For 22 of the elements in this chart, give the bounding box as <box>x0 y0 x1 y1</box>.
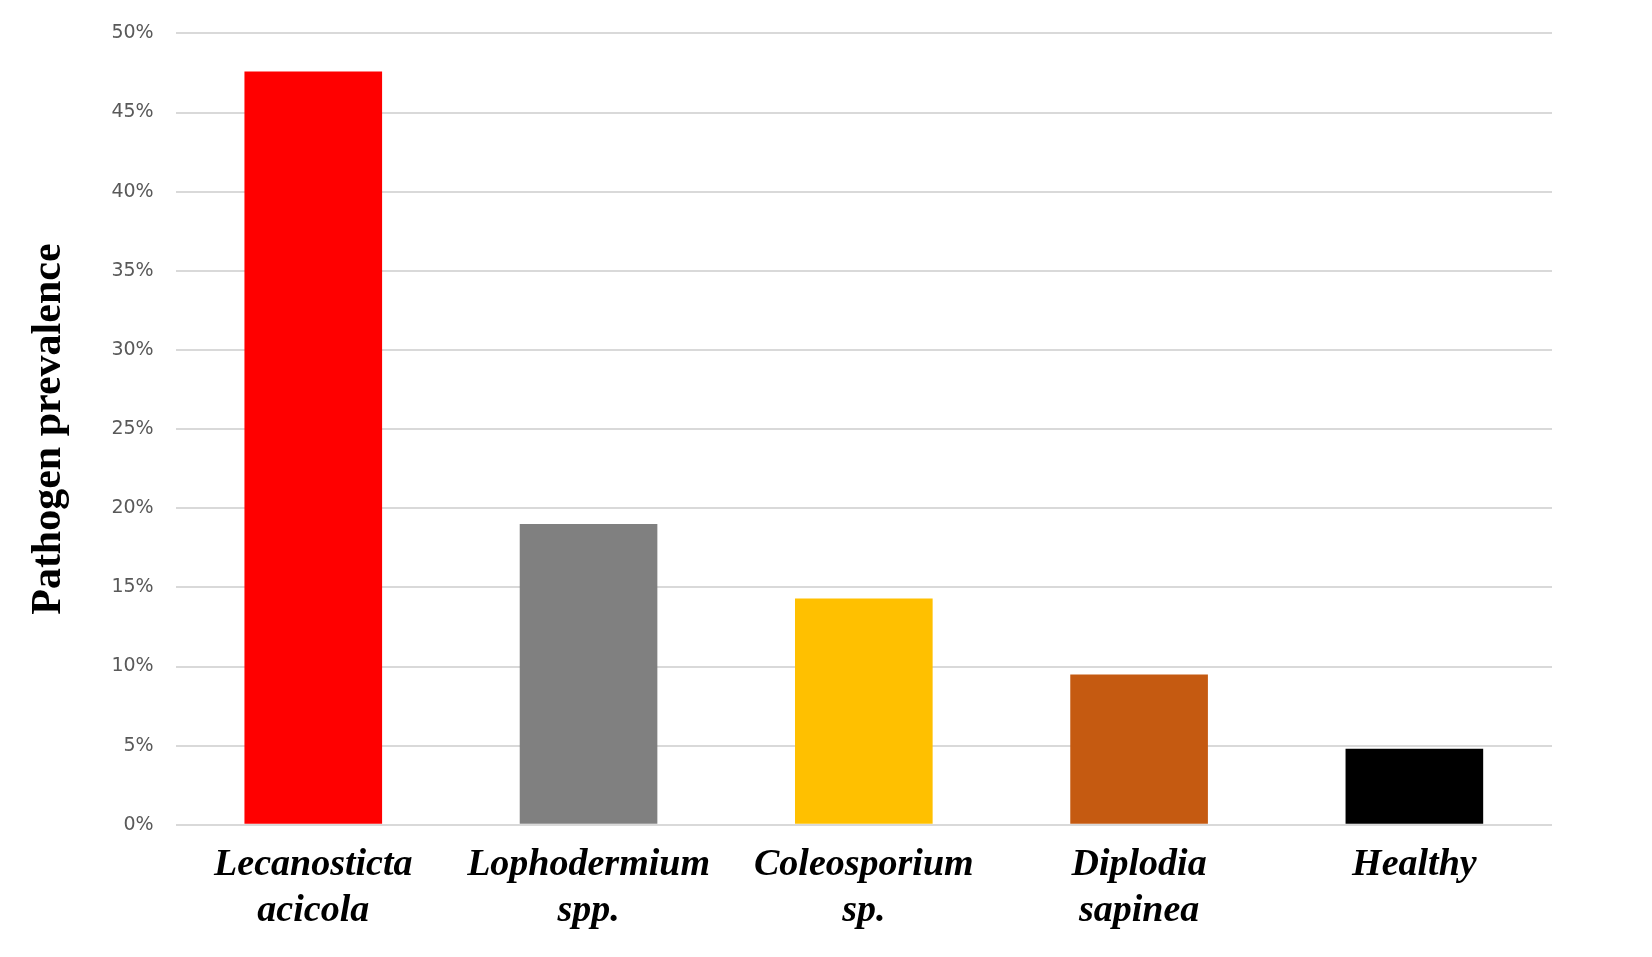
x-tick-label: Healthy <box>1351 841 1477 884</box>
y-tick-label: 40% <box>111 178 154 201</box>
y-tick-label: 45% <box>111 99 154 122</box>
x-tick-label: Diplodia sapinea <box>1070 841 1207 930</box>
y-tick-label: 15% <box>111 574 154 597</box>
x-tick-label: Lecanosticta acicola <box>213 841 413 930</box>
x-tick-label: Lophodermium spp. <box>466 841 710 930</box>
y-tick-label: 35% <box>111 257 154 280</box>
bar <box>244 71 383 824</box>
x-tick-label: Coleosporium sp. <box>754 841 974 930</box>
bar <box>519 524 658 824</box>
y-tick-label: 30% <box>111 336 154 359</box>
y-tick-label: 0% <box>123 811 154 834</box>
y-tick-label: 10% <box>111 653 154 676</box>
bar <box>1345 748 1484 824</box>
y-tick-label: 5% <box>123 732 154 755</box>
y-tick-label: 20% <box>111 495 154 518</box>
bar <box>795 598 933 824</box>
y-axis-title: Pathogen prevalence <box>23 243 70 615</box>
y-tick-label: 25% <box>111 416 154 439</box>
bar <box>1070 674 1208 824</box>
y-tick-label: 50% <box>111 20 154 43</box>
